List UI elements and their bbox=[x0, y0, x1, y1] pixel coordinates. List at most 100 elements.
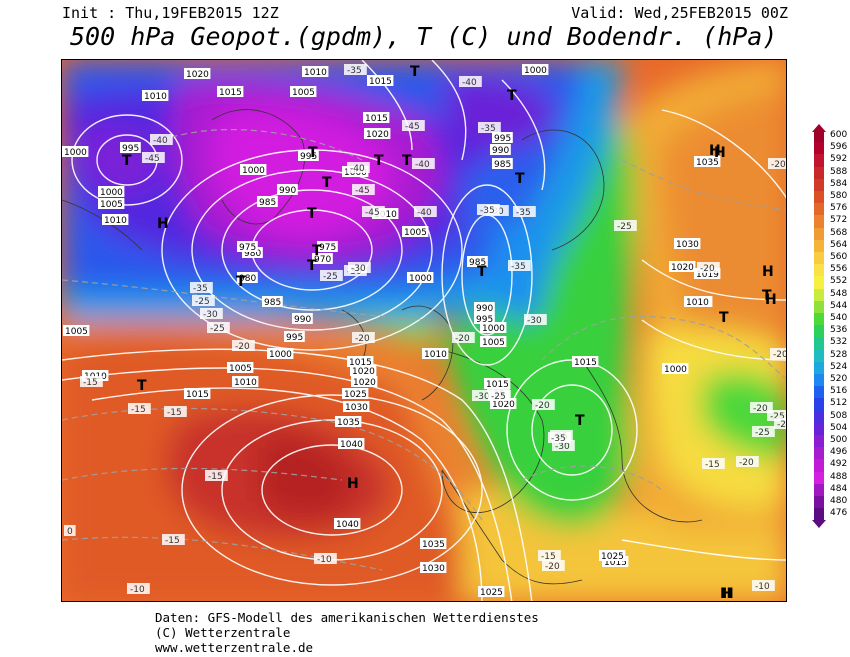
isobar-label: 1010 bbox=[232, 376, 259, 388]
isobar-label: 980 bbox=[237, 272, 258, 284]
isobar-label: 1035 bbox=[694, 156, 721, 168]
isobar-label-text: 985 bbox=[494, 160, 511, 170]
legend-swatch bbox=[814, 435, 824, 448]
temperature-label-text: -15 bbox=[165, 536, 180, 546]
temperature-label: -40 bbox=[412, 158, 435, 170]
isobar-label-text: 1005 bbox=[292, 88, 315, 98]
high-pressure-center: H bbox=[720, 586, 732, 602]
legend-swatch bbox=[814, 496, 824, 509]
isobar-label: 1000 bbox=[98, 186, 125, 198]
low-pressure-center: T bbox=[410, 64, 420, 80]
legend-swatch bbox=[814, 239, 824, 253]
temperature-label: -30 bbox=[348, 262, 371, 274]
legend-swatch bbox=[814, 349, 824, 363]
legend-swatch bbox=[814, 252, 824, 265]
isobar-label: 975 bbox=[237, 241, 258, 253]
temperature-label-text: -10 bbox=[755, 582, 770, 592]
temperature-label: -30 bbox=[524, 314, 547, 326]
legend-label: 512 bbox=[830, 398, 848, 409]
temperature-label-text: -40 bbox=[462, 78, 477, 88]
isobar-label: 1005 bbox=[63, 325, 90, 337]
isobar-label-text: 1025 bbox=[344, 390, 367, 400]
high-pressure-center: H bbox=[762, 264, 774, 280]
footer-data-source: Daten: GFS-Modell des amerikanischen Wet… bbox=[155, 610, 539, 625]
high-pressure-center: H bbox=[157, 216, 169, 232]
isobar-label: 1010 bbox=[142, 90, 169, 102]
isobar-label: 1005 bbox=[227, 362, 254, 374]
legend-label: 560 bbox=[830, 252, 848, 262]
temperature-label: -15 bbox=[80, 376, 103, 388]
temperature-label-text: 0 bbox=[67, 527, 73, 537]
isobar-label: 1000 bbox=[267, 348, 294, 360]
isobar-label-text: 990 bbox=[492, 146, 509, 156]
temperature-label: -20 bbox=[770, 348, 786, 360]
temperature-label-text: -25 bbox=[617, 222, 632, 232]
isobar-label-text: 1035 bbox=[696, 158, 719, 168]
isobar-label: 985 bbox=[467, 256, 488, 268]
footer: Daten: GFS-Modell des amerikanischen Wet… bbox=[155, 610, 539, 655]
high-pressure-center: H bbox=[765, 292, 777, 308]
isobar-label: 1040 bbox=[334, 518, 361, 530]
isobar-label: 1020 bbox=[669, 261, 696, 273]
temperature-label-text: -20 bbox=[235, 342, 250, 352]
temperature-label-text: -25 bbox=[777, 420, 787, 430]
temperature-label: -20 bbox=[768, 158, 786, 170]
isobar-label: 1000 bbox=[522, 64, 549, 76]
legend-label: 480 bbox=[830, 496, 848, 506]
temperature-label-text: -25 bbox=[770, 412, 785, 422]
legend-label: 556 bbox=[830, 264, 848, 275]
isobar-label: 995 bbox=[284, 331, 305, 343]
isobar-label-text: 1010 bbox=[374, 210, 397, 220]
temperature-label-text: -35 bbox=[551, 434, 566, 444]
isobar-label-text: 1035 bbox=[337, 418, 360, 428]
temperature-label: -45 bbox=[142, 152, 165, 164]
temperature-label-text: -15 bbox=[83, 378, 98, 388]
temperature-label-text: -25 bbox=[491, 392, 506, 402]
temperature-label-text: -40 bbox=[415, 160, 430, 170]
legend-swatch bbox=[814, 398, 824, 412]
legend-label: 544 bbox=[830, 300, 848, 311]
low-pressure-center: T bbox=[507, 88, 517, 104]
temperature-label: -20 bbox=[750, 402, 773, 414]
color-scale-legend: 600 596 592 588 584 580 576 572 568 564 560 556 552 5… bbox=[810, 124, 850, 530]
temperature-label: -25 bbox=[320, 270, 343, 282]
isobar-label: 1015 bbox=[367, 75, 394, 87]
temperature-label: -15 bbox=[128, 403, 151, 415]
low-pressure-center: T bbox=[307, 258, 317, 274]
isobar-label: 995 bbox=[474, 313, 495, 325]
high-pressure-center: H bbox=[714, 145, 726, 161]
temperature-label-text: -35 bbox=[480, 206, 495, 216]
temperature-label: -35 bbox=[190, 282, 213, 294]
legend-swatch bbox=[814, 313, 824, 326]
legend-label: 492 bbox=[830, 459, 848, 470]
isobar-label-text: 1010 bbox=[104, 216, 127, 226]
temperature-label-text: -45 bbox=[145, 154, 160, 164]
weather-map: 1020 1010 1015 1010 1005 1015 1000 995 1000 1005 1… bbox=[61, 59, 787, 602]
legend-label: 588 bbox=[830, 166, 848, 177]
temperature-label: -35 bbox=[508, 260, 531, 272]
isobar-label-text: 1030 bbox=[676, 240, 699, 250]
temperature-label-text: -20 bbox=[355, 334, 370, 344]
isobar-label-text: 1015 bbox=[365, 114, 388, 124]
isobar-label-text: 1015 bbox=[349, 358, 372, 368]
isobar-label-text: 1000 bbox=[482, 324, 505, 334]
isobar-label-text: 970 bbox=[314, 255, 331, 265]
temperature-label-text: -20 bbox=[545, 562, 560, 572]
high-pressure-center: H bbox=[709, 143, 721, 159]
temperature-label: -25 bbox=[488, 390, 511, 402]
legend-label: 540 bbox=[830, 313, 848, 323]
temperature-label-text: -15 bbox=[705, 460, 720, 470]
isobar-label: 995 bbox=[492, 132, 513, 144]
isobar-label-text: 1040 bbox=[336, 520, 359, 530]
isobar-label: 1035 bbox=[335, 416, 362, 428]
temperature-label-text: -40 bbox=[417, 208, 432, 218]
legend-swatch bbox=[814, 215, 824, 229]
low-pressure-center: T bbox=[236, 274, 246, 290]
footer-website: www.wetterzentrale.de bbox=[155, 640, 314, 655]
legend-label: 496 bbox=[830, 447, 848, 458]
isobar-label-text: 995 bbox=[476, 315, 493, 325]
legend-swatch bbox=[814, 166, 824, 180]
isobar-label-text: 1005 bbox=[229, 364, 252, 374]
